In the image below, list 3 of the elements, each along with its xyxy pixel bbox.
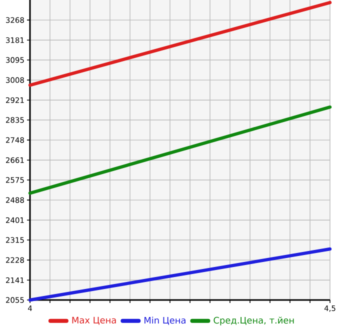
legend-label: Сред.Цена, т.йен <box>214 316 294 326</box>
legend-label: Min Цена <box>144 316 186 325</box>
legend-label: Max Цена <box>72 316 116 325</box>
